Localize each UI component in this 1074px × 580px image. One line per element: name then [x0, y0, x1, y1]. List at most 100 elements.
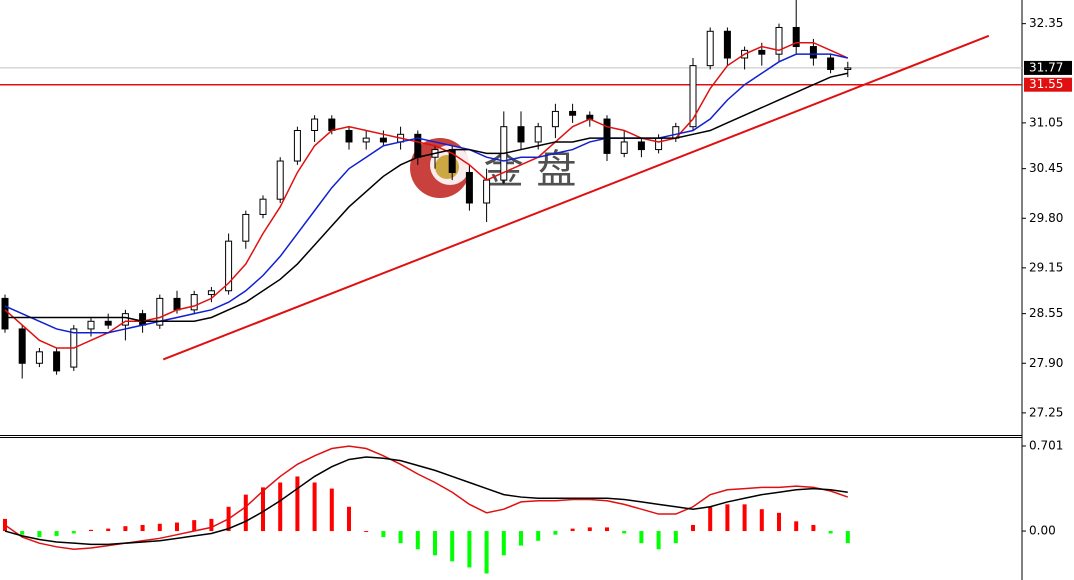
candle-body [689, 65, 697, 128]
histogram-bar [553, 531, 558, 535]
histogram-bar [71, 531, 76, 534]
y-tick-label: 29.80 [1029, 211, 1063, 225]
histogram-bar [484, 531, 489, 574]
histogram-bar [295, 476, 300, 532]
histogram-bar [329, 488, 334, 532]
candle-body [620, 141, 628, 154]
histogram-bar [140, 524, 145, 532]
histogram-bar [312, 482, 317, 532]
histogram-bar [777, 512, 781, 532]
candle-body [207, 290, 215, 296]
histogram-bar [243, 494, 248, 532]
histogram-bar [794, 521, 799, 532]
candle-body [311, 118, 319, 132]
histogram-bar [175, 522, 179, 532]
histogram-bar [605, 527, 609, 532]
histogram-bar [536, 531, 541, 541]
histogram-bar [501, 531, 506, 556]
candle-body [190, 294, 198, 311]
y-tick-label: 0.701 [1029, 438, 1063, 452]
histogram-bar [261, 487, 265, 532]
indicator-line [4, 456, 848, 546]
candle-body [655, 137, 663, 151]
candle-body [1, 297, 9, 330]
indicator-line [5, 72, 848, 323]
histogram-bar [828, 531, 833, 534]
candle-body [517, 126, 525, 143]
histogram-bar [415, 531, 420, 550]
histogram-bar [209, 518, 214, 532]
histogram-bar [811, 524, 816, 532]
candle-body [242, 213, 250, 242]
candle-body [637, 141, 645, 151]
watermark-text: 金 盘 [484, 147, 577, 193]
histogram-bar [192, 520, 197, 532]
histogram-bar [519, 531, 523, 546]
y-tick-label: 31.05 [1029, 115, 1063, 129]
histogram-bar [691, 524, 695, 532]
y-tick-label: 28.55 [1029, 306, 1063, 320]
histogram-bar [759, 509, 764, 532]
histogram-bar [845, 531, 850, 544]
candle-body [259, 198, 267, 215]
candle-body [35, 351, 43, 364]
histogram-bar [708, 506, 713, 532]
candle-body [293, 130, 301, 162]
histogram-bar [54, 531, 59, 536]
candle-body [379, 137, 387, 143]
indicator-line [4, 53, 848, 334]
candle-body [551, 110, 559, 128]
histogram-bar [106, 528, 111, 532]
candle-body [723, 30, 731, 59]
histogram-bar [725, 504, 730, 532]
candle-body [345, 130, 353, 143]
candle-body [53, 351, 61, 372]
candle-body [792, 26, 800, 48]
histogram-bar [467, 531, 472, 568]
price-label-box [1024, 60, 1072, 75]
y-tick-label: 27.25 [1029, 405, 1063, 419]
histogram-bar [89, 529, 93, 532]
histogram-bar [622, 531, 627, 534]
candle-body [534, 126, 542, 143]
price-label: 31.55 [1029, 77, 1063, 91]
price-label: 31.77 [1029, 60, 1063, 74]
histogram-bar [20, 531, 25, 535]
candle-body [225, 240, 233, 292]
histogram-bar [278, 482, 283, 532]
price-label-box [1024, 77, 1072, 92]
y-tick-label: 30.45 [1029, 161, 1063, 175]
candle-body [706, 30, 714, 67]
histogram-bar [450, 531, 455, 562]
candle-body [139, 313, 147, 326]
candle-body [121, 313, 129, 326]
candle-body [362, 137, 370, 143]
candle-body [758, 49, 766, 55]
candle-body [775, 26, 783, 55]
histogram-bar [157, 523, 162, 532]
candle-body [156, 297, 164, 326]
histogram-bar [433, 531, 437, 556]
candle-body [87, 320, 95, 330]
candle-body [603, 118, 611, 154]
y-tick-label: 32.35 [1029, 16, 1063, 30]
histogram-bar [364, 531, 369, 533]
histogram-bar [37, 531, 42, 538]
candle-body [844, 67, 852, 70]
y-tick-label: 0.00 [1029, 524, 1056, 538]
histogram-bar [570, 528, 575, 532]
candle-body [827, 57, 835, 70]
indicator-line [4, 445, 849, 550]
histogram-bar [587, 527, 592, 532]
histogram-bar [673, 531, 678, 544]
candle-body [104, 320, 112, 326]
candle-body [173, 297, 181, 311]
candle-body [483, 179, 491, 204]
histogram-bar [742, 504, 747, 532]
histogram-bar [656, 531, 661, 550]
histogram-bar [398, 531, 403, 544]
candle-body [569, 110, 577, 116]
histogram-bar [347, 506, 351, 532]
histogram-bar [639, 531, 644, 544]
